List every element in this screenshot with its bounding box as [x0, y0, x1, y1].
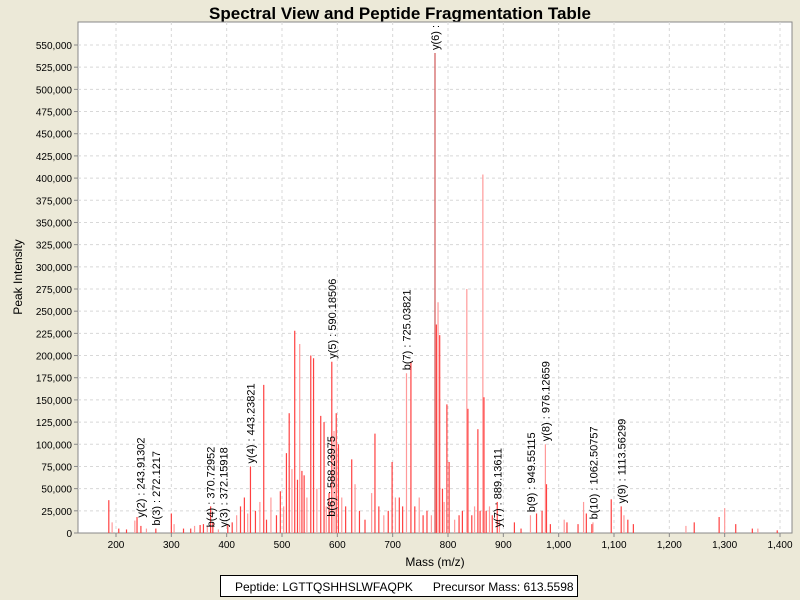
fragment-annotation: b(9) : 949.55115 [526, 432, 538, 512]
fragment-annotation: y(5) : 590.18506 [327, 279, 339, 359]
fragment-annotation: b(7) : 725.03821 [402, 290, 414, 371]
chart-title: Spectral View and Peptide Fragmentation … [209, 4, 591, 23]
x-tick-label: 200 [108, 540, 125, 551]
fragment-annotation: y(8) : 976.12659 [540, 361, 552, 441]
x-tick-label: 1,000 [546, 540, 571, 551]
y-tick-label: 200,000 [36, 352, 73, 363]
y-tick-label: 100,000 [36, 440, 73, 451]
fragment-annotation: y(4) : 443.23821 [246, 383, 258, 463]
x-axis-label: Mass (m/z) [405, 555, 464, 569]
fragment-annotation: b(6) : 588.23975 [326, 436, 338, 517]
fragment-annotation: y(3) : 372.15918 [218, 447, 230, 527]
peptide-sequence: Peptide: LGTTQSHHSLWFAQPK [235, 580, 413, 594]
y-tick-label: 175,000 [36, 374, 73, 385]
x-tick-label: 1,400 [767, 540, 792, 551]
y-tick-label: 300,000 [36, 263, 73, 274]
y-tick-label: 125,000 [36, 418, 73, 429]
y-tick-label: 475,000 [36, 108, 73, 119]
x-tick-label: 1,300 [712, 540, 737, 551]
y-tick-label: 275,000 [36, 285, 73, 296]
x-tick-label: 500 [274, 540, 291, 551]
x-tick-label: 800 [440, 540, 457, 551]
y-tick-label: 50,000 [41, 485, 72, 496]
fragment-annotation: y(6) : [430, 25, 442, 50]
y-tick-label: 525,000 [36, 63, 73, 74]
x-tick-label: 1,100 [601, 540, 626, 551]
y-tick-label: 400,000 [36, 174, 73, 185]
y-tick-label: 75,000 [41, 462, 72, 473]
y-tick-label: 450,000 [36, 130, 73, 141]
x-tick-label: 1,200 [657, 540, 682, 551]
x-tick-label: 900 [495, 540, 512, 551]
x-tick-label: 600 [329, 540, 346, 551]
y-tick-label: 325,000 [36, 241, 73, 252]
y-tick-label: 0 [66, 529, 72, 540]
x-tick-label: 300 [163, 540, 180, 551]
precursor-mass: Precursor Mass: 613.5598 [432, 580, 574, 594]
y-tick-label: 375,000 [36, 196, 73, 207]
fragment-annotation: y(2) : 243.91302 [135, 437, 147, 517]
x-tick-label: 700 [384, 540, 401, 551]
y-tick-label: 550,000 [36, 41, 73, 52]
fragment-annotation: b(10) : 1062.50757 [588, 426, 600, 519]
fragment-annotation: b(3) : 272.1217 [151, 451, 163, 526]
y-tick-label: 500,000 [36, 85, 73, 96]
peptide-info-box: Peptide: LGTTQSHHSLWFAQPK Precursor Mass:… [220, 575, 578, 597]
x-tick-label: 400 [218, 540, 235, 551]
y-axis-label: Peak Intensity [11, 239, 25, 314]
y-tick-label: 25,000 [41, 507, 72, 518]
y-tick-label: 150,000 [36, 396, 73, 407]
y-tick-label: 250,000 [36, 307, 73, 318]
y-tick-label: 350,000 [36, 218, 73, 229]
y-tick-label: 425,000 [36, 152, 73, 163]
fragment-annotation: b(4) : 370.72952 [205, 447, 217, 528]
fragment-annotation: y(7) : 889.13611 [492, 448, 504, 527]
fragment-annotation: y(9) : 1113.56299 [617, 419, 629, 504]
y-tick-label: 225,000 [36, 329, 73, 340]
